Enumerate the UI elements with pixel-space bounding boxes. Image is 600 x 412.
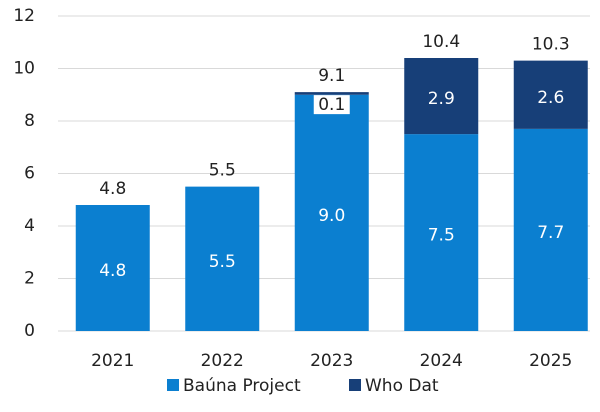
total-label: 4.8 bbox=[99, 179, 126, 199]
total-label: 9.1 bbox=[318, 66, 345, 86]
legend-swatch bbox=[349, 379, 361, 391]
x-tick-label: 2022 bbox=[201, 351, 244, 371]
bar-segment bbox=[294, 94, 369, 331]
legend-label: Who Dat bbox=[365, 376, 439, 396]
bar-segment bbox=[513, 128, 588, 331]
bar-segment bbox=[404, 58, 479, 135]
value-label: 9.0 bbox=[318, 206, 345, 226]
total-label: 10.3 bbox=[532, 35, 570, 55]
x-tick-label: 2023 bbox=[310, 351, 353, 371]
legend-swatch bbox=[167, 379, 179, 391]
value-label: 2.6 bbox=[537, 88, 564, 108]
bar-segment bbox=[513, 60, 588, 129]
y-tick-label: 0 bbox=[24, 321, 35, 341]
value-label: 2.9 bbox=[428, 89, 455, 109]
x-tick-label: 2024 bbox=[420, 351, 463, 371]
bar-segment bbox=[404, 134, 479, 331]
y-tick-label: 4 bbox=[24, 216, 35, 236]
y-tick-label: 12 bbox=[13, 6, 35, 26]
label-background bbox=[313, 95, 350, 115]
value-label: 0.1 bbox=[318, 95, 345, 115]
value-label: 5.5 bbox=[209, 252, 236, 272]
y-tick-label: 10 bbox=[13, 59, 35, 79]
total-label: 10.4 bbox=[422, 32, 460, 52]
y-tick-label: 8 bbox=[24, 111, 35, 131]
y-tick-label: 2 bbox=[24, 269, 35, 289]
value-label: 4.8 bbox=[99, 261, 126, 281]
bar-segment bbox=[294, 92, 369, 95]
y-tick-label: 6 bbox=[24, 164, 35, 184]
value-label: 7.5 bbox=[428, 226, 455, 246]
bar-segment bbox=[75, 205, 150, 331]
value-label: 7.7 bbox=[537, 223, 564, 243]
bar-segment bbox=[185, 186, 260, 331]
x-tick-label: 2021 bbox=[91, 351, 134, 371]
total-label: 5.5 bbox=[209, 161, 236, 181]
legend-label: Baúna Project bbox=[183, 376, 301, 396]
x-tick-label: 2025 bbox=[529, 351, 572, 371]
